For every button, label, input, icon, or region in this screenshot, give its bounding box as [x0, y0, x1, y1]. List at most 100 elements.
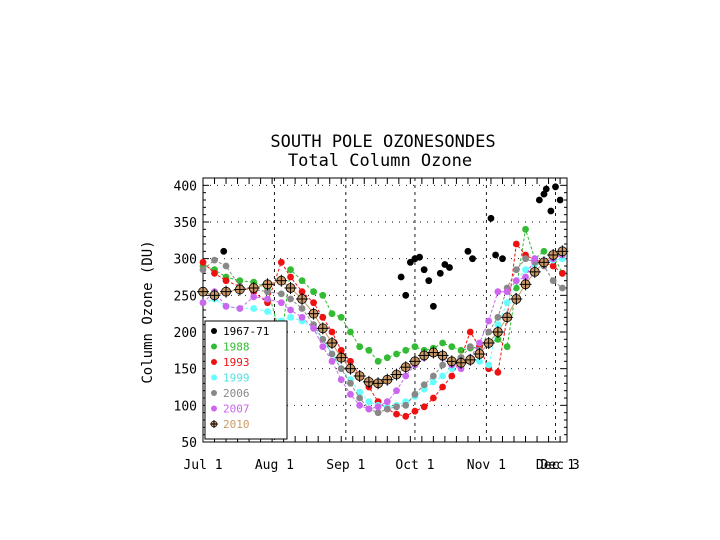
- legend-entry: 2007: [211, 403, 250, 416]
- y-tick-label: 400: [174, 179, 197, 194]
- data-point: [264, 308, 271, 315]
- legend-marker: [211, 374, 217, 381]
- data-point: [503, 343, 511, 351]
- data-point: [522, 225, 529, 233]
- data-point: [535, 196, 543, 204]
- data-point: [236, 305, 244, 312]
- data-point: [287, 313, 294, 321]
- x-tick-label: Dec 3: [541, 458, 580, 473]
- data-point: [487, 214, 495, 222]
- data-point: [485, 317, 493, 325]
- data-point: [356, 388, 364, 396]
- data-point: [429, 302, 437, 310]
- data-point: [211, 256, 218, 264]
- series-2006: [199, 255, 566, 417]
- data-point: [439, 361, 446, 369]
- series-2010: [197, 245, 569, 390]
- x-tick-label: Aug 1: [255, 458, 294, 473]
- data-point: [503, 288, 511, 296]
- data-point: [310, 299, 317, 307]
- data-point: [287, 266, 294, 274]
- data-point: [356, 401, 364, 409]
- data-point: [540, 247, 548, 255]
- data-point: [383, 354, 391, 362]
- legend-label: 2010: [223, 418, 250, 431]
- data-point: [416, 253, 423, 261]
- data-point: [397, 273, 405, 281]
- data-point: [469, 255, 476, 263]
- data-point: [558, 284, 566, 292]
- data-point: [277, 290, 285, 298]
- legend-entry: 1993: [211, 356, 250, 369]
- data-point: [494, 368, 502, 376]
- data-point: [310, 288, 317, 296]
- data-point: [347, 328, 354, 336]
- data-point: [347, 390, 354, 398]
- y-tick-label: 300: [174, 253, 197, 268]
- data-point: [222, 262, 230, 270]
- data-point: [298, 288, 306, 296]
- data-point: [556, 196, 564, 204]
- data-point: [411, 407, 419, 415]
- data-point: [287, 295, 294, 303]
- data-point: [485, 361, 493, 369]
- data-point: [429, 372, 437, 380]
- data-point: [264, 295, 271, 303]
- data-point: [406, 258, 414, 266]
- legend-label: 1999: [223, 372, 250, 385]
- data-point: [436, 269, 444, 277]
- data-point: [374, 403, 382, 411]
- data-point: [402, 401, 410, 409]
- x-tick-label: Oct 1: [395, 458, 434, 473]
- data-point: [393, 350, 400, 358]
- data-point: [328, 310, 336, 318]
- data-point: [211, 269, 218, 277]
- legend-entry: 2006: [211, 387, 250, 400]
- data-point: [494, 288, 502, 296]
- data-point: [356, 343, 364, 351]
- data-point: [448, 343, 456, 351]
- data-point: [287, 273, 294, 281]
- y-tick-label: 250: [174, 289, 197, 304]
- legend-marker: [211, 328, 217, 334]
- data-point: [374, 357, 382, 365]
- data-point: [356, 394, 364, 402]
- data-point: [319, 335, 327, 343]
- y-tick-label: 150: [174, 363, 197, 378]
- data-point: [552, 183, 559, 191]
- x-tick-label: Jul 1: [183, 458, 222, 473]
- data-point: [492, 251, 499, 259]
- data-point: [365, 398, 373, 406]
- data-point: [298, 277, 306, 285]
- plot-area: 50 100 150 200 250 300 350 400 Jul 1 Aug 1 Sep 1 Oc…: [174, 177, 580, 473]
- data-point: [337, 376, 345, 384]
- data-point: [222, 277, 230, 285]
- data-point: [277, 299, 285, 307]
- legend-box: [204, 320, 288, 440]
- data-point: [549, 262, 557, 270]
- data-point: [531, 255, 539, 263]
- data-point: [365, 346, 373, 354]
- data-point: [199, 258, 207, 266]
- data-point: [549, 277, 557, 285]
- data-point: [558, 269, 566, 277]
- legend-marker: [211, 359, 217, 365]
- data-point: [328, 357, 336, 365]
- data-point: [494, 313, 502, 321]
- legend-marker: [211, 390, 217, 396]
- data-point: [429, 378, 437, 386]
- data-point: [466, 328, 474, 336]
- data-point: [402, 412, 410, 420]
- data-point: [298, 305, 306, 312]
- x-tick-label: Nov 1: [467, 458, 506, 473]
- data-point: [250, 305, 258, 312]
- data-point: [411, 343, 419, 351]
- data-point: [365, 405, 373, 413]
- data-point: [439, 339, 446, 347]
- data-point: [425, 277, 433, 285]
- data-point: [298, 313, 306, 321]
- data-point: [542, 185, 550, 193]
- data-point: [464, 247, 472, 255]
- data-point: [287, 306, 294, 314]
